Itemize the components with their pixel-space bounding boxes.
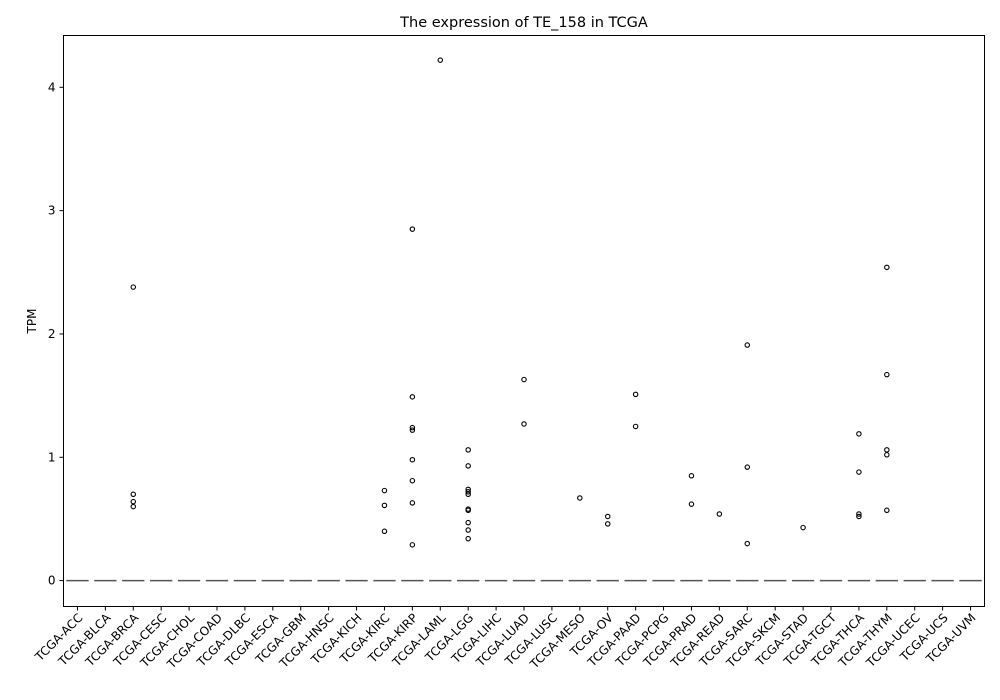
y-tick-label: 0 xyxy=(48,574,56,588)
outlier-point xyxy=(465,507,471,514)
outlier-point xyxy=(409,542,416,548)
y-tick-label: 3 xyxy=(48,204,56,218)
outlier-point xyxy=(521,376,527,383)
outlier-point xyxy=(884,371,890,378)
outlier-point xyxy=(409,477,416,484)
outlier-point xyxy=(688,473,695,479)
outlier-point xyxy=(130,503,137,510)
outlier-point xyxy=(604,513,611,520)
outlier-point xyxy=(465,447,471,453)
outlier-point xyxy=(716,511,723,517)
outlier-point xyxy=(632,391,639,398)
outlier-point xyxy=(884,507,890,514)
outlier-point xyxy=(521,421,527,427)
outlier-point xyxy=(744,342,751,348)
outlier-point xyxy=(465,535,471,542)
outlier-point xyxy=(856,469,862,475)
outlier-point xyxy=(465,463,471,469)
outlier-point xyxy=(381,528,388,535)
outlier-point xyxy=(856,513,862,520)
chart-title: The expression of TE_158 in TCGA xyxy=(399,15,648,31)
outlier-point xyxy=(856,431,862,437)
outlier-point xyxy=(884,447,890,453)
outlier-point xyxy=(465,491,471,498)
outlier-point xyxy=(604,521,611,527)
outlier-point xyxy=(884,452,890,458)
outlier-point xyxy=(409,424,416,431)
outlier-point xyxy=(465,489,471,495)
plot-area: 01234TCGA-ACCTCGA-BLCATCGA-BRCATCGA-CESC… xyxy=(32,57,982,672)
y-tick-label: 1 xyxy=(48,450,56,464)
outlier-point xyxy=(856,511,862,517)
outlier-point xyxy=(381,487,388,494)
outlier-point xyxy=(800,524,806,531)
outlier-point xyxy=(130,498,137,505)
outlier-point xyxy=(744,464,751,470)
y-tick-label: 2 xyxy=(48,327,56,341)
outlier-point xyxy=(409,394,416,400)
outlier-point xyxy=(409,500,416,506)
outlier-point xyxy=(437,57,444,63)
outlier-point xyxy=(744,540,751,547)
outlier-point xyxy=(130,491,137,498)
outlier-point xyxy=(688,501,695,507)
outlier-point xyxy=(130,284,137,290)
outlier-point xyxy=(465,527,471,533)
y-axis-label: TPM xyxy=(25,309,39,335)
outlier-point xyxy=(409,456,416,463)
y-tick-label: 4 xyxy=(48,80,56,94)
outlier-point xyxy=(381,502,388,509)
outlier-point xyxy=(632,423,639,430)
outlier-point xyxy=(465,519,471,526)
plot-frame xyxy=(63,35,985,607)
outlier-point xyxy=(409,226,416,232)
outlier-point xyxy=(884,264,890,271)
outlier-point xyxy=(409,427,416,433)
outlier-point xyxy=(577,495,583,501)
